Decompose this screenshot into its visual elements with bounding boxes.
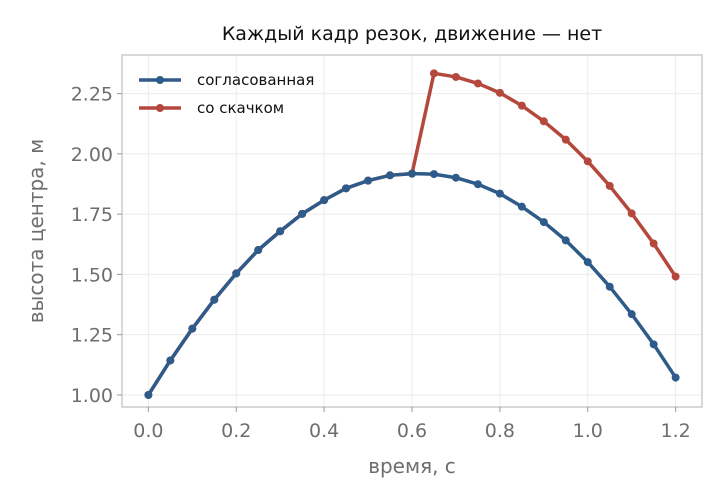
data-point bbox=[451, 72, 460, 81]
data-point bbox=[539, 117, 548, 126]
data-point bbox=[671, 272, 680, 281]
data-point bbox=[144, 390, 153, 399]
data-point bbox=[627, 310, 636, 319]
data-point bbox=[649, 239, 658, 248]
data-point bbox=[429, 69, 438, 78]
grid bbox=[122, 55, 702, 407]
data-point bbox=[583, 157, 592, 166]
legend-swatch-marker bbox=[156, 104, 164, 112]
data-point bbox=[364, 176, 373, 185]
data-point bbox=[320, 196, 329, 205]
data-point bbox=[649, 340, 658, 349]
data-point bbox=[671, 373, 680, 382]
x-tick-label: 1.2 bbox=[661, 420, 691, 442]
data-point bbox=[561, 135, 570, 144]
y-tick-label: 1.50 bbox=[71, 264, 113, 286]
legend-item: согласованная bbox=[139, 71, 314, 89]
x-tick-label: 0.8 bbox=[485, 420, 515, 442]
x-tick-label: 0.0 bbox=[133, 420, 163, 442]
legend: согласованная со скачком bbox=[139, 71, 314, 117]
data-point bbox=[495, 189, 504, 198]
axis-ticks: 0.0 0.2 0.4 0.6 0.8 1.0 1.2 1.00 1.25 1.50 1.75 2.0… bbox=[71, 84, 691, 442]
data-point bbox=[386, 171, 395, 180]
x-tick-label: 0.2 bbox=[221, 420, 251, 442]
data-point bbox=[517, 101, 526, 110]
data-point bbox=[210, 295, 219, 304]
x-axis-label: время, с bbox=[368, 454, 456, 478]
data-point bbox=[627, 209, 636, 218]
data-point bbox=[429, 170, 438, 179]
data-point bbox=[188, 324, 197, 333]
data-point bbox=[232, 269, 241, 278]
y-tick-label: 2.25 bbox=[71, 84, 113, 106]
data-point bbox=[276, 227, 285, 236]
data-point bbox=[342, 184, 351, 193]
legend-label: согласованная bbox=[197, 71, 314, 89]
legend-label: со скачком bbox=[197, 99, 284, 117]
data-point bbox=[605, 181, 614, 190]
data-point bbox=[473, 180, 482, 189]
data-point bbox=[539, 218, 548, 227]
y-tick-label: 1.75 bbox=[71, 204, 113, 226]
y-axis-label: высота центра, м bbox=[24, 139, 48, 323]
series-group bbox=[144, 69, 680, 399]
y-tick-label: 2.00 bbox=[71, 144, 113, 166]
x-tick-label: 1.0 bbox=[573, 420, 603, 442]
series-0 bbox=[144, 169, 680, 399]
legend-item: со скачком bbox=[139, 99, 284, 117]
data-point bbox=[517, 202, 526, 211]
data-point bbox=[166, 356, 175, 365]
data-point bbox=[298, 209, 307, 218]
data-point bbox=[561, 236, 570, 245]
legend-swatch-marker bbox=[156, 76, 164, 84]
data-point bbox=[254, 246, 263, 255]
data-point bbox=[605, 282, 614, 291]
data-point bbox=[473, 79, 482, 88]
data-point bbox=[451, 173, 460, 182]
x-tick-label: 0.4 bbox=[309, 420, 339, 442]
data-point bbox=[583, 258, 592, 267]
y-tick-label: 1.25 bbox=[71, 325, 113, 347]
x-tick-label: 0.6 bbox=[397, 420, 427, 442]
data-point bbox=[408, 169, 416, 178]
y-tick-label: 1.00 bbox=[71, 385, 113, 407]
chart-title: Каждый кадр резок, движение — нет bbox=[222, 23, 602, 45]
data-point bbox=[495, 88, 504, 97]
